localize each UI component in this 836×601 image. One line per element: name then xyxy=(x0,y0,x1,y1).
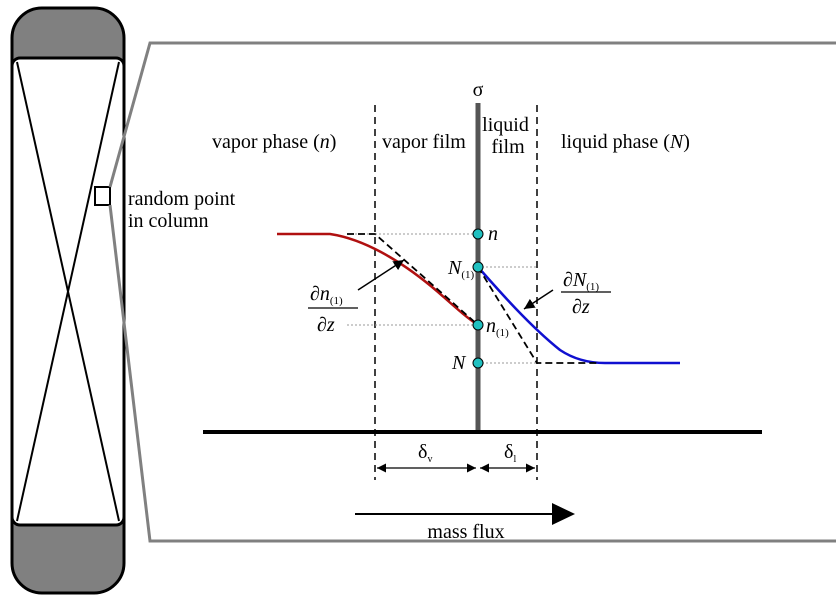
point-N1 xyxy=(472,261,484,273)
vapor-film-linear-approx xyxy=(347,233,479,326)
vapor-profile-curve xyxy=(277,232,479,327)
liquid-gradient-label: ∂N(1) ∂z xyxy=(561,269,611,318)
delta-l-label: δl xyxy=(504,441,516,465)
liquid-gradient-arrow xyxy=(523,289,554,310)
random-point-label: random point in column xyxy=(128,188,240,232)
sigma-label: σ xyxy=(473,79,484,101)
guide-lines xyxy=(347,233,537,364)
vapor-gradient-label: ∂n(1) ∂z xyxy=(308,283,358,336)
callout-frame xyxy=(108,41,836,543)
liquid-gradient-numerator: ∂N(1) xyxy=(563,269,599,293)
column-packing-line-2 xyxy=(16,61,120,522)
point-n1 xyxy=(472,319,484,331)
vapor-film-label: vapor film xyxy=(382,131,466,153)
random-point-marker xyxy=(94,186,111,206)
delta-v-label: δv xyxy=(418,441,432,465)
vapor-gradient-arrow xyxy=(357,259,405,291)
point-N-label: N xyxy=(451,352,467,374)
liquid-film-label: liquid film xyxy=(482,114,534,158)
mass-flux-arrowhead xyxy=(552,503,575,525)
liquid-phase-label: liquid phase (N) xyxy=(561,131,690,153)
point-n xyxy=(472,228,484,240)
vapor-phase-label: vapor phase (n) xyxy=(212,131,336,153)
point-n1-label: n(1) xyxy=(486,315,509,339)
vapor-gradient-numerator: ∂n(1) xyxy=(310,283,343,307)
point-N xyxy=(472,357,484,369)
point-N1-label: N(1) xyxy=(447,257,475,281)
mass-flux-label: mass flux xyxy=(427,521,504,543)
column xyxy=(10,6,126,595)
liquid-film-linear-approx xyxy=(477,266,600,364)
vapor-gradient-denominator: ∂z xyxy=(317,314,335,336)
point-n-label: n xyxy=(488,223,498,245)
liquid-gradient-denominator: ∂z xyxy=(572,296,590,318)
